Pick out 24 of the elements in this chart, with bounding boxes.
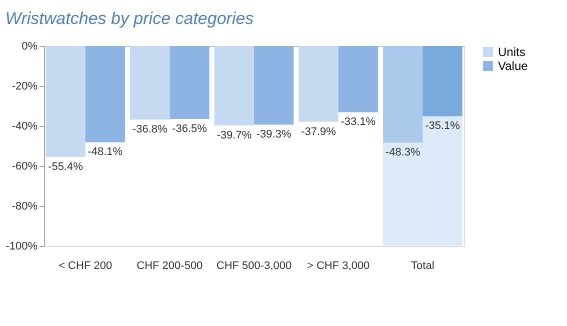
data-label: -36.5% xyxy=(172,123,208,135)
chart-title: Wristwatches by price categories xyxy=(5,9,254,28)
x-tick-label: Total xyxy=(411,260,434,272)
data-label: -36.8% xyxy=(132,124,168,136)
legend-label: Units xyxy=(498,45,526,59)
data-label: -48.1% xyxy=(88,146,123,158)
data-label: -35.1% xyxy=(425,120,460,132)
y-tick-label: -40% xyxy=(12,120,38,132)
y-tick-label: -20% xyxy=(12,80,38,92)
data-label: -48.3% xyxy=(385,146,420,159)
x-tick-label: CHF 200-500 xyxy=(136,260,203,272)
y-tick-label: -80% xyxy=(12,200,38,212)
data-label: -39.3% xyxy=(256,128,292,141)
x-tick-label: < CHF 200 xyxy=(58,260,112,272)
y-tick-label: 0% xyxy=(22,40,38,52)
data-label: -37.9% xyxy=(301,126,336,138)
y-tick-label: -60% xyxy=(12,160,38,172)
x-tick-label: > CHF 3,000 xyxy=(307,260,370,272)
x-tick-label: CHF 500-3,000 xyxy=(216,260,292,272)
data-label: -33.1% xyxy=(340,116,376,128)
data-label: -39.7% xyxy=(216,129,252,142)
legend-label: Value xyxy=(498,59,528,73)
y-tick-label: -100% xyxy=(6,240,38,252)
data-label: -55.4% xyxy=(48,160,84,173)
